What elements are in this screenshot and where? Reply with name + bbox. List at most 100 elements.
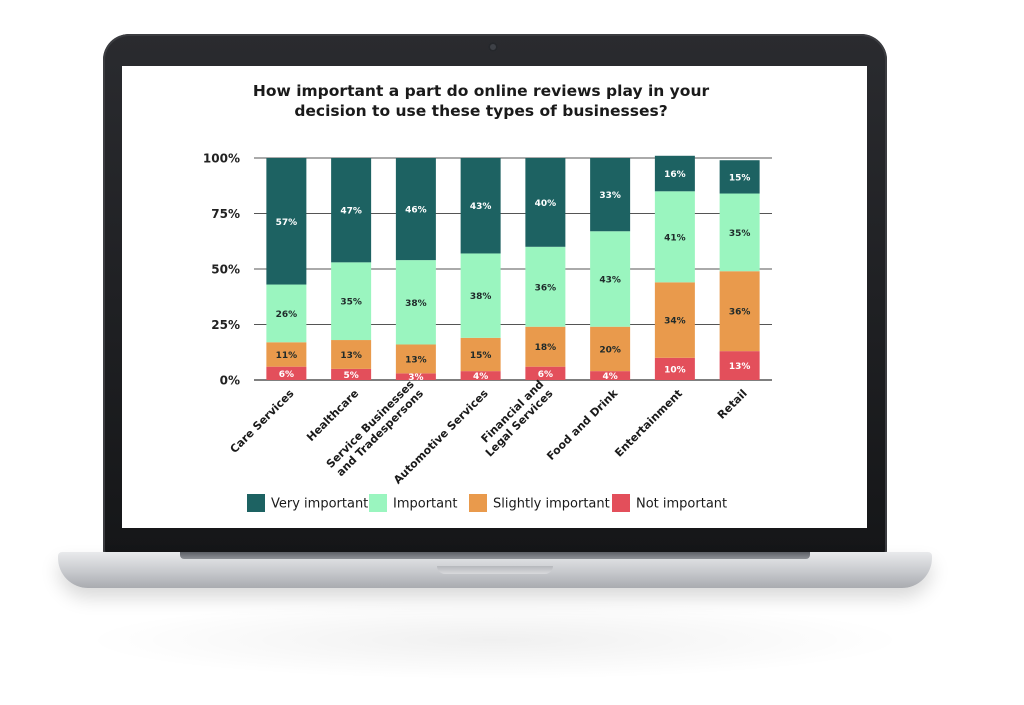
- y-tick-label: 100%: [203, 152, 240, 166]
- chart-title: How important a part do online reviews p…: [253, 82, 710, 120]
- bar-data-label: 36%: [729, 308, 751, 318]
- legend-label: Slightly important: [493, 497, 610, 512]
- bar-segment: [719, 271, 760, 352]
- bar-data-label: 13%: [405, 355, 427, 365]
- bar-segment: [266, 284, 307, 343]
- bar-segment: [654, 357, 695, 380]
- webcam-icon: [488, 42, 498, 52]
- legend-swatch: [369, 494, 387, 512]
- legend-label: Important: [393, 497, 457, 512]
- laptop-shadow: [80, 600, 910, 680]
- x-tick-label-line: Care Services: [228, 387, 297, 456]
- bar-data-label: 13%: [340, 351, 362, 361]
- x-tick-label: Care Services: [228, 387, 297, 456]
- bar-segment: [460, 253, 501, 338]
- bar-segment: [395, 373, 436, 380]
- bar-data-label: 5%: [343, 371, 358, 381]
- bar-data-label: 43%: [470, 202, 492, 212]
- bar-data-label: 33%: [599, 191, 621, 201]
- bar-data-label: 26%: [276, 310, 298, 320]
- legend-label: Very important: [271, 497, 368, 512]
- bar-data-label: 41%: [664, 233, 686, 243]
- x-tick-label-line: Service Businesses: [324, 377, 417, 470]
- bar-segment: [719, 160, 760, 194]
- bar-segment: [654, 282, 695, 358]
- bar-data-label: 4%: [602, 372, 617, 382]
- bar-segment: [525, 158, 566, 247]
- bar-data-label: 15%: [729, 173, 751, 183]
- bar-data-label: 11%: [276, 351, 298, 361]
- bar-data-label: 43%: [599, 275, 621, 285]
- bar-data-label: 36%: [535, 283, 557, 293]
- bar-segment: [460, 371, 501, 380]
- x-tick-label: Entertainment: [612, 387, 685, 460]
- x-tick-label-line: Food and Drink: [544, 386, 620, 462]
- bar-segment: [590, 371, 631, 380]
- bar-segment: [395, 158, 436, 261]
- bar-segment: [654, 155, 695, 192]
- legend-swatch: [612, 494, 630, 512]
- chart-title-line: How important a part do online reviews p…: [253, 82, 710, 100]
- y-tick-label: 0%: [220, 374, 240, 388]
- chart-title-line: decision to use these types of businesse…: [294, 102, 667, 120]
- bar-segment: [331, 368, 372, 380]
- stacked-bar-chart: How important a part do online reviews p…: [203, 82, 772, 512]
- bar-segment: [719, 193, 760, 272]
- bar-data-label: 6%: [279, 370, 294, 380]
- bar-segment: [525, 366, 566, 380]
- legend-swatch: [469, 494, 487, 512]
- bar-data-label: 38%: [470, 292, 492, 302]
- bar-data-label: 47%: [340, 207, 362, 217]
- bar-segment: [266, 158, 307, 285]
- bar-data-label: 40%: [535, 199, 557, 209]
- bar-data-label: 13%: [729, 362, 751, 372]
- bar-segment: [331, 340, 372, 369]
- bar-segment: [654, 191, 695, 283]
- bar-data-label: 6%: [538, 370, 553, 380]
- bar-segment: [590, 231, 631, 327]
- bar-data-label: 38%: [405, 299, 427, 309]
- x-tick-label-line: Entertainment: [612, 387, 685, 460]
- bar-segment: [460, 158, 501, 254]
- bar-segment: [331, 262, 372, 341]
- bar-segment: [590, 326, 631, 372]
- laptop-screen: How important a part do online reviews p…: [122, 66, 867, 528]
- bar-segment: [525, 246, 566, 327]
- bar-data-label: 10%: [664, 365, 686, 375]
- bar-segment: [395, 344, 436, 374]
- bar-segment: [395, 260, 436, 345]
- bar-data-label: 46%: [405, 206, 427, 216]
- y-tick-label: 50%: [211, 263, 240, 277]
- bar-segment: [266, 342, 307, 367]
- bar-data-label: 35%: [340, 298, 362, 308]
- bar-data-label: 34%: [664, 317, 686, 327]
- legend-label: Not important: [636, 497, 727, 512]
- bar-segment: [525, 326, 566, 367]
- bar-data-label: 57%: [276, 218, 298, 228]
- laptop-notch: [437, 566, 553, 574]
- bar-data-label: 35%: [729, 229, 751, 239]
- bar-segment: [590, 158, 631, 232]
- bar-segment: [331, 158, 372, 263]
- x-tick-label: Retail: [715, 387, 750, 422]
- bar-data-label: 18%: [535, 343, 557, 353]
- bar-data-label: 16%: [664, 170, 686, 180]
- y-tick-label: 75%: [211, 207, 240, 221]
- bar-segment: [266, 366, 307, 380]
- laptop-hinge: [180, 552, 810, 559]
- y-axis-ticks: 100% 75% 50% 25% 0%: [203, 152, 240, 388]
- x-tick-label: Food and Drink: [544, 386, 620, 462]
- bar-data-label: 20%: [599, 345, 621, 355]
- chart-bars: 6% 11% 26% 57% 5% 13% 35% 47% 3% 13% 38% 46% 4% 15% 38…: [266, 155, 760, 383]
- chart-legend: Very important Important Slightly importan…: [247, 494, 727, 512]
- bar-segment: [460, 337, 501, 372]
- legend-swatch: [247, 494, 265, 512]
- bar-segment: [719, 351, 760, 380]
- bar-data-label: 3%: [408, 373, 423, 383]
- bar-data-label: 4%: [473, 372, 488, 382]
- x-tick-label-line: Retail: [715, 387, 750, 422]
- y-tick-label: 25%: [211, 318, 240, 332]
- bar-data-label: 15%: [470, 351, 492, 361]
